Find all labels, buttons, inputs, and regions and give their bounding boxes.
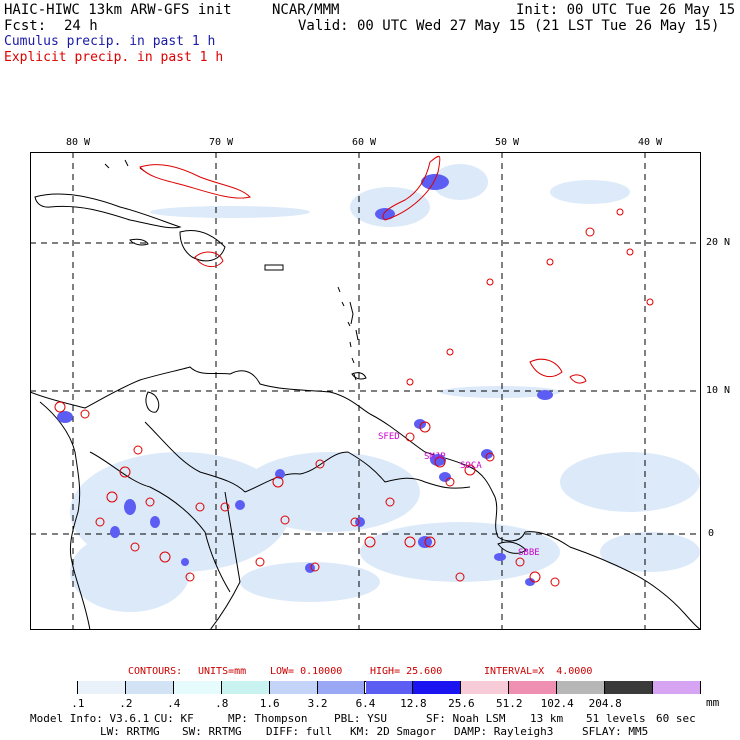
lon-label-80w: 80 W [66, 137, 91, 148]
colorbar-unit: mm [706, 696, 720, 709]
init-time: Init: 00 UTC Tue 26 May 15 [516, 2, 736, 18]
lat-label-0: 0 [708, 528, 715, 539]
lat-label-10n: 10 N [706, 385, 731, 396]
colorbar-swatch [365, 681, 414, 694]
model-info-res: 13 km [530, 712, 564, 725]
colorbar-tick-label: .4 [167, 697, 181, 710]
model-info-timestep: 60 sec [656, 712, 696, 725]
colorbar-tick-label: .8 [215, 697, 229, 710]
station-sbbe: SBBE [518, 548, 540, 558]
colorbar-swatch [605, 681, 654, 694]
colorbar-swatch [269, 681, 318, 694]
model-info-lw: LW: RRTMG [100, 725, 160, 738]
model-title: HAIC-HIWC 13km ARW-GFS init [4, 2, 232, 18]
lon-label-50w: 50 W [495, 137, 520, 148]
colorbar-tick-label: 12.8 [400, 697, 427, 710]
contours-low: LOW= 0.10000 [270, 666, 343, 677]
contours-high: HIGH= 25.600 [370, 666, 443, 677]
model-info-sf: SF: Noah LSM [426, 712, 506, 725]
model-info-km: KM: 2D Smagor [350, 725, 437, 738]
colorbar-tick-label: 204.8 [588, 697, 622, 710]
model-info-cu: CU: KF [154, 712, 194, 725]
model-info-sw: SW: RRTMG [182, 725, 242, 738]
colorbar-tick-label: 6.4 [355, 697, 376, 710]
colorbar-tick-label: 3.2 [307, 697, 328, 710]
colorbar-swatch [221, 681, 270, 694]
colorbar-swatch [30, 681, 78, 694]
map-plot [30, 152, 701, 630]
model-info-levels: 51 levels [586, 712, 646, 725]
explicit-precip-contours [54, 155, 654, 587]
lon-label-60w: 60 W [352, 137, 377, 148]
station-sfed: SFED [378, 432, 400, 442]
colorbar-swatch [173, 681, 222, 694]
station-smjp: SMJP [424, 452, 446, 462]
model-info-sflay: SFLAY: MM5 [582, 725, 649, 738]
colorbar-swatch [653, 681, 701, 694]
station-soca: SOCA [460, 461, 482, 471]
cumulus-legend: Cumulus precip. in past 1 h [4, 34, 216, 49]
colorbar-swatch [317, 681, 366, 694]
model-info-pbl: PBL: YSU [334, 712, 387, 725]
colorbar-swatch [461, 681, 510, 694]
cumulus-cells [57, 174, 553, 586]
colorbar-swatch [413, 681, 462, 694]
lon-label-70w: 70 W [209, 137, 234, 148]
colorbar-tick-label: 1.6 [259, 697, 280, 710]
model-info-version: Model Info: V3.6.1 [30, 712, 150, 725]
contours-label: CONTOURS: [128, 666, 183, 677]
explicit-legend: Explicit precip. in past 1 h [4, 50, 224, 65]
lon-label-40w: 40 W [638, 137, 663, 148]
coastlines [30, 159, 701, 630]
lat-lon-grid [30, 152, 701, 630]
contours-interval: INTERVAL=X 4.0000 [484, 666, 593, 677]
colorbar-tick-label: .2 [119, 697, 133, 710]
model-info-diff: DIFF: full [266, 725, 333, 738]
fcst-label: Fcst: [4, 18, 47, 34]
model-info-damp: DAMP: Rayleigh3 [454, 725, 554, 738]
model-info-mp: MP: Thompson [228, 712, 308, 725]
colorbar-swatch [557, 681, 606, 694]
colorbar-tick-label: 102.4 [540, 697, 574, 710]
colorbar-swatch [125, 681, 174, 694]
colorbar-tick-label: 51.2 [496, 697, 523, 710]
colorbar-swatch [77, 681, 126, 694]
colorbar-swatch [509, 681, 558, 694]
colorbar-tick-label: 25.6 [448, 697, 475, 710]
lat-label-20n: 20 N [706, 237, 731, 248]
fcst-value: 24 h [64, 18, 98, 34]
contours-units: UNITS=mm [198, 666, 247, 677]
colorbar-tick-label: .1 [71, 697, 85, 710]
org-label: NCAR/MMM [272, 2, 340, 18]
island-outlines [349, 301, 359, 341]
valid-time: Valid: 00 UTC Wed 27 May 15 (21 LST Tue … [298, 18, 720, 34]
